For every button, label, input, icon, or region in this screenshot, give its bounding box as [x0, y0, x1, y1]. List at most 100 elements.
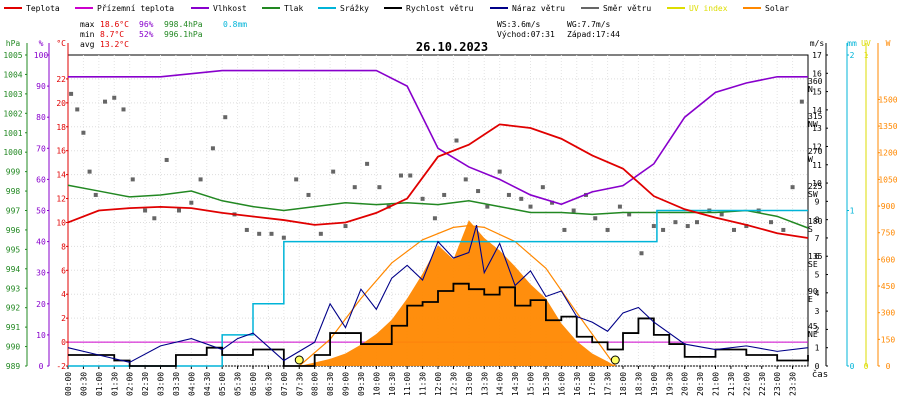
humidity-tick-label: 40 [36, 238, 46, 247]
temperature-tick-label: 20 [56, 99, 66, 108]
pressure-tick-label: 989 [6, 362, 21, 371]
wind-direction-point [744, 224, 749, 229]
x-tick-label: 14:30 [511, 372, 520, 396]
x-tick-label: 03:00 [157, 372, 166, 396]
direction-tick-label: 45 [808, 322, 818, 331]
x-tick-label: 04:00 [187, 372, 196, 396]
legend-swatch [4, 7, 22, 9]
x-tick-label: 20:00 [681, 372, 690, 396]
solar-tick-label: 1050 [878, 175, 897, 184]
x-tick-label: 08:30 [326, 372, 335, 396]
solar-tick-label: 150 [881, 335, 896, 344]
x-tick-label: 00:30 [79, 372, 88, 396]
direction-tick-label: 315 [808, 112, 823, 121]
stats-max-press: 998.4hPa [164, 20, 203, 29]
wind-direction-point [352, 185, 357, 190]
wind-direction-point [769, 220, 773, 225]
wind-direction-point [673, 220, 678, 225]
pressure-axis-label: hPa [6, 39, 21, 48]
pressure-tick-label: 991 [6, 323, 21, 332]
x-tick-label: 13:30 [480, 372, 489, 396]
wind-direction-point [121, 107, 126, 112]
x-tick-label: 05:00 [218, 372, 227, 396]
x-tick-label: 12:30 [449, 372, 458, 396]
solar-tick-label: 750 [881, 229, 896, 238]
sun-marker [294, 355, 304, 365]
wind-direction-point [306, 192, 311, 197]
stats-min-press: 996.1hPa [164, 30, 203, 39]
pressure-tick-label: 1002 [3, 109, 22, 118]
wind-speed-tick-label: 1 [815, 344, 820, 353]
pressure-tick-label: 992 [6, 304, 21, 313]
legend-item-label: Náraz větru [512, 4, 565, 13]
direction-tick-label: 270 [808, 147, 823, 156]
wind-direction-point [519, 196, 524, 201]
stats-ws: WS:3.6m/s [497, 20, 541, 29]
direction-tick-label: 135 [808, 252, 823, 261]
x-tick-label: 03:30 [172, 372, 181, 396]
wind-speed-tick-label: 0 [815, 362, 820, 371]
wind-direction-point [627, 212, 632, 217]
wind-speed-tick-label: 6 [815, 252, 820, 261]
x-tick-label: 21:00 [712, 372, 721, 396]
humidity-tick-label: 100 [34, 51, 49, 60]
legend-swatch [384, 7, 402, 9]
wind-direction-point [365, 161, 370, 166]
temperature-axis-label: °C [56, 39, 66, 48]
humidity-tick-label: 10 [36, 331, 46, 340]
legend-item-label: Srážky [340, 4, 369, 13]
wind-direction-point [454, 138, 459, 143]
wind-direction-point [617, 204, 622, 209]
legend-item-label: Směr větru [603, 4, 651, 13]
solar-tick-label: 0 [886, 362, 891, 371]
x-tick-label: 15:30 [542, 372, 551, 396]
humidity-axis-label: % [39, 39, 44, 48]
stats-max-label: max [80, 20, 95, 29]
wind-direction-point [790, 185, 795, 190]
wind-direction-point [571, 208, 576, 213]
stats-min-temp: 8.7°C [100, 30, 124, 39]
wind-speed-tick-label: 5 [815, 271, 820, 280]
legend-swatch [490, 7, 508, 9]
temperature-tick-label: 16 [56, 147, 66, 156]
wind-direction-point [781, 227, 786, 232]
wind-direction-point [540, 185, 545, 190]
temperature-tick-label: 22 [56, 75, 66, 84]
direction-tick-label: N [808, 85, 813, 94]
humidity-tick-label: 50 [36, 207, 46, 216]
wind-direction-point [210, 146, 215, 151]
wind-speed-tick-label: 9 [815, 197, 820, 206]
wind-speed-tick-label: 8 [815, 216, 820, 225]
wind-direction-point [223, 115, 228, 120]
temperature-tick-label: 2 [61, 314, 66, 323]
chart-title: 26.10.2023 [416, 40, 488, 54]
temperature-tick-label: 14 [56, 171, 66, 180]
humidity-tick-label: 90 [36, 82, 46, 91]
x-tick-label: 15:00 [527, 372, 536, 396]
series-rychlost-větru-line [68, 282, 809, 367]
x-tick-label: 18:30 [634, 372, 643, 396]
pressure-tick-label: 1005 [3, 51, 22, 60]
direction-tick-label: E [808, 295, 813, 304]
wind-direction-point [281, 235, 286, 240]
sun-marker [610, 355, 620, 365]
legend-swatch [262, 7, 280, 9]
x-tick-label: 10:30 [388, 372, 397, 396]
pressure-tick-label: 1004 [3, 70, 22, 79]
humidity-tick-label: 70 [36, 144, 46, 153]
x-tick-label: 11:30 [419, 372, 428, 396]
direction-tick-label: 225 [808, 182, 823, 191]
stats-max-rain: 0.8mm [223, 20, 247, 29]
wind-direction-point [506, 192, 511, 197]
wind-direction-point [605, 227, 610, 232]
temperature-tick-label: 10 [56, 218, 66, 227]
wind-direction-point [143, 208, 148, 213]
x-tick-label: 19:00 [650, 372, 659, 396]
humidity-tick-label: 80 [36, 113, 46, 122]
stats-sunset: Západ:17:44 [567, 30, 620, 39]
x-tick-label: 22:00 [742, 372, 751, 396]
wind-direction-point [103, 99, 107, 104]
wind-direction-point [81, 130, 86, 135]
x-tick-label: 11:00 [403, 372, 412, 396]
